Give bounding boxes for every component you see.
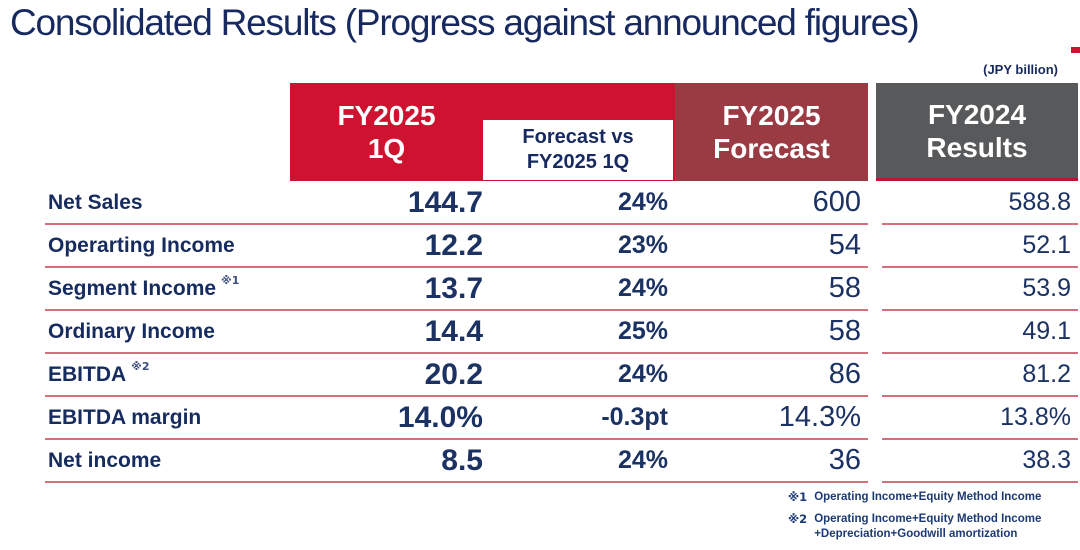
cell-fy2024-results: 38.3 [882, 440, 1078, 483]
cell-forecast-vs: 24% [483, 268, 675, 311]
row-label: Net income [45, 440, 290, 483]
footnote-2-marker: ※2 [788, 512, 808, 526]
results-table: Net Sales 144.7 24% 600 588.8 Operarting… [45, 182, 1078, 483]
cell-fy2025-forecast: 58 [675, 311, 868, 354]
cell-fy2025-forecast: 54 [675, 225, 868, 268]
cell-fy2024-results: 49.1 [882, 311, 1078, 354]
column-gap [868, 268, 882, 311]
cell-fy2025-1q: 13.7 [290, 268, 483, 311]
column-gap [868, 311, 882, 354]
footnote-ref: ※1 [221, 274, 240, 287]
column-gap [868, 440, 882, 483]
footnote-1-text: Operating Income+Equity Method Income [814, 491, 1042, 503]
row-label: EBITDA margin [45, 397, 290, 440]
footnote-2-text: Operating Income+Equity Method Income +D… [814, 513, 1042, 540]
cell-fy2025-1q: 8.5 [290, 440, 483, 483]
cell-forecast-vs: 24% [483, 182, 675, 225]
cell-fy2025-1q: 14.4 [290, 311, 483, 354]
row-label: Segment Income ※1 [45, 268, 290, 311]
column-gap [868, 182, 882, 225]
cell-fy2025-forecast: 86 [675, 354, 868, 397]
table-row-net-sales: Net Sales 144.7 24% 600 588.8 [45, 182, 1078, 225]
header-fy2024-results-line2: Results [926, 131, 1028, 163]
header-fy2025-forecast: FY2025 Forecast [675, 83, 868, 181]
column-gap [868, 225, 882, 268]
table-row-operating-income: Operarting Income 12.2 23% 54 52.1 [45, 225, 1078, 268]
row-label: Operarting Income [45, 225, 290, 268]
header-fy2025-forecast-line1: FY2025 [722, 100, 821, 131]
header-fy2025-forecast-line2: Forecast [713, 133, 830, 164]
footnote-1-marker: ※1 [788, 490, 808, 504]
footnote-2: ※2 Operating Income+Equity Method Income… [788, 512, 1078, 542]
cell-fy2025-1q: 12.2 [290, 225, 483, 268]
unit-note: (JPY billion) [983, 62, 1058, 77]
column-gap [868, 397, 882, 440]
cell-fy2025-forecast: 600 [675, 182, 868, 225]
column-gap [868, 354, 882, 397]
table-row-net-income: Net income 8.5 24% 36 38.3 [45, 440, 1078, 483]
cell-fy2024-results: 53.9 [882, 268, 1078, 311]
cell-fy2025-1q: 144.7 [290, 182, 483, 225]
header-fy2024-results: FY2024 Results [876, 83, 1078, 181]
cell-forecast-vs: 24% [483, 440, 675, 483]
cell-fy2025-1q: 20.2 [290, 354, 483, 397]
header-forecast-vs-line1: Forecast vs [522, 126, 634, 148]
header-fy2025-1q-line1: FY2025 [337, 100, 436, 131]
cell-fy2025-forecast: 14.3% [675, 397, 868, 440]
cell-fy2025-forecast: 36 [675, 440, 868, 483]
cell-forecast-vs: 25% [483, 311, 675, 354]
row-label: Ordinary Income [45, 311, 290, 354]
footnote-1: ※1 Operating Income+Equity Method Income [788, 490, 1078, 505]
page-title: Consolidated Results (Progress against a… [10, 2, 920, 43]
row-label: Net Sales [45, 182, 290, 225]
header-fy2025-1q: FY2025 1Q [290, 83, 483, 181]
header-fy2025-1q-line2: 1Q [367, 133, 406, 164]
table-row-ordinary-income: Ordinary Income 14.4 25% 58 49.1 [45, 311, 1078, 354]
header-fy2025-1q-block: FY2025 1Q Forecast vs FY2025 1Q [290, 83, 675, 181]
footnotes: ※1 Operating Income+Equity Method Income… [788, 490, 1078, 549]
header-forecast-vs: Forecast vs FY2025 1Q [483, 120, 673, 180]
cell-fy2024-results: 13.8% [882, 397, 1078, 440]
header-forecast-vs-line2: FY2025 1Q [526, 151, 630, 173]
cell-fy2024-results: 81.2 [882, 354, 1078, 397]
cell-fy2024-results: 52.1 [882, 225, 1078, 268]
header-fy2024-results-line1: FY2024 [927, 98, 1027, 130]
cell-forecast-vs: 24% [483, 354, 675, 397]
cell-forecast-vs: 23% [483, 225, 675, 268]
cell-forecast-vs: -0.3pt [483, 397, 675, 440]
cell-fy2024-results: 588.8 [882, 182, 1078, 225]
table-row-ebitda-margin: EBITDA margin 14.0% -0.3pt 14.3% 13.8% [45, 397, 1078, 440]
cell-fy2025-1q: 14.0% [290, 397, 483, 440]
table-row-ebitda: EBITDA ※2 20.2 24% 86 81.2 [45, 354, 1078, 397]
table-row-segment-income: Segment Income ※1 13.7 24% 58 53.9 [45, 268, 1078, 311]
cell-fy2025-forecast: 58 [675, 268, 868, 311]
title-accent-tick [1071, 47, 1080, 53]
row-label: EBITDA ※2 [45, 354, 290, 397]
footnote-ref: ※2 [131, 360, 150, 373]
